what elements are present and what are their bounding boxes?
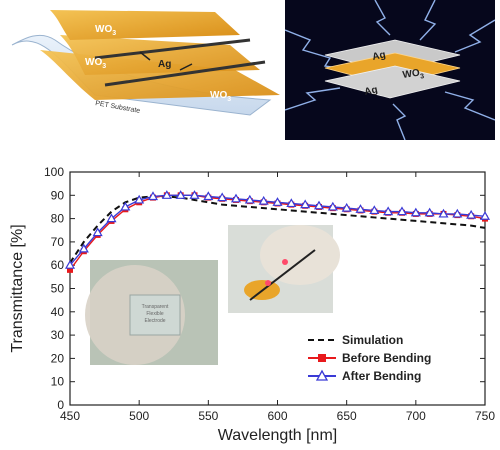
y-tick-label: 100 <box>44 165 64 179</box>
label-pet: PET Substrate <box>95 100 141 115</box>
x-tick-label: 500 <box>129 409 149 423</box>
data-point <box>120 201 131 211</box>
label-wo3-bottom: WO3 <box>210 90 231 103</box>
x-tick-label: 550 <box>198 409 218 423</box>
data-point <box>230 193 242 203</box>
ag-wire <box>94 38 251 60</box>
photo-text: Transparent <box>142 304 169 310</box>
data-point <box>410 207 421 217</box>
data-point <box>452 208 463 218</box>
label-wo3-top: WO3 <box>95 24 116 37</box>
data-point <box>78 243 89 253</box>
transmittance-chart: 450 500 550 600 650 700 750 0 10 20 30 40 50 60 70 80 90… <box>0 150 500 445</box>
legend-marker <box>318 354 326 362</box>
data-point <box>203 191 214 201</box>
data-point <box>272 197 283 206</box>
data-point <box>424 207 435 217</box>
y-tick-label: 30 <box>51 328 65 342</box>
x-tick-label: 600 <box>267 409 287 423</box>
x-tick-label: 650 <box>337 409 357 423</box>
data-point <box>134 194 145 204</box>
data-point <box>466 209 477 219</box>
legend-label: Before Bending <box>342 351 431 365</box>
data-point <box>396 206 408 216</box>
label-ag-top: Ag <box>371 49 386 63</box>
data-point <box>341 202 352 212</box>
data-point <box>383 206 394 216</box>
lightning-icon <box>285 0 495 140</box>
y-tick-label: 80 <box>51 212 65 226</box>
data-point <box>92 227 103 237</box>
data-point <box>244 194 255 204</box>
photo-text: Electrode <box>144 318 165 324</box>
legend-marker <box>315 369 329 381</box>
y-tick-label: 70 <box>51 235 65 249</box>
lightning-schematic: Ag WO3 Ag <box>285 0 495 140</box>
y-tick-label: 10 <box>51 375 65 389</box>
data-point <box>327 201 338 211</box>
data-point <box>313 200 325 210</box>
data-point <box>217 192 228 202</box>
x-tick-label: 750 <box>475 409 495 423</box>
label-wo3-mid: WO3 <box>85 57 106 70</box>
x-tick-label: 450 <box>60 409 80 423</box>
photo-text: Flexible <box>146 311 163 317</box>
y-tick-label: 20 <box>51 351 65 365</box>
label-ag: Ag <box>158 59 171 70</box>
data-point <box>286 198 297 208</box>
data-point <box>300 199 311 209</box>
legend-label: Simulation <box>342 333 403 347</box>
arrow-icon <box>139 51 151 61</box>
data-point <box>189 190 200 199</box>
y-tick-label: 90 <box>51 188 65 202</box>
y-axis-label: Transmittance [%] <box>9 224 26 352</box>
data-point <box>67 266 73 273</box>
label-ag-bottom: Ag <box>363 84 378 98</box>
label-wo3: WO3 <box>402 67 425 83</box>
data-point <box>479 211 491 220</box>
photo-flexible-electrode: Transparent Flexible Electrode <box>85 260 218 365</box>
y-tick-label: 0 <box>57 398 64 412</box>
data-point <box>438 208 449 218</box>
series-line <box>69 195 486 264</box>
data-point <box>258 195 269 205</box>
data-point <box>64 259 76 269</box>
data-point <box>355 204 366 213</box>
data-point <box>175 190 186 199</box>
multilayer-schematic: WO3 WO3 Ag WO3 PET Substrate <box>11 10 280 116</box>
ag-wire <box>104 60 266 87</box>
data-point <box>369 205 380 215</box>
arrow-icon <box>179 63 193 71</box>
data-point <box>147 191 159 201</box>
chart-svg: 450 500 550 600 650 700 750 0 10 20 30 40 50 60 70 80 90… <box>9 165 495 444</box>
data-point <box>161 190 172 199</box>
y-tick-label: 40 <box>51 305 65 319</box>
data-point <box>106 213 117 223</box>
y-tick-label: 60 <box>51 258 65 272</box>
x-tick-label: 700 <box>406 409 426 423</box>
legend-label: After Bending <box>342 369 421 383</box>
photo-bending-demo <box>228 225 340 313</box>
y-tick-label: 50 <box>51 282 65 296</box>
x-axis-label: Wavelength [nm] <box>218 427 337 444</box>
